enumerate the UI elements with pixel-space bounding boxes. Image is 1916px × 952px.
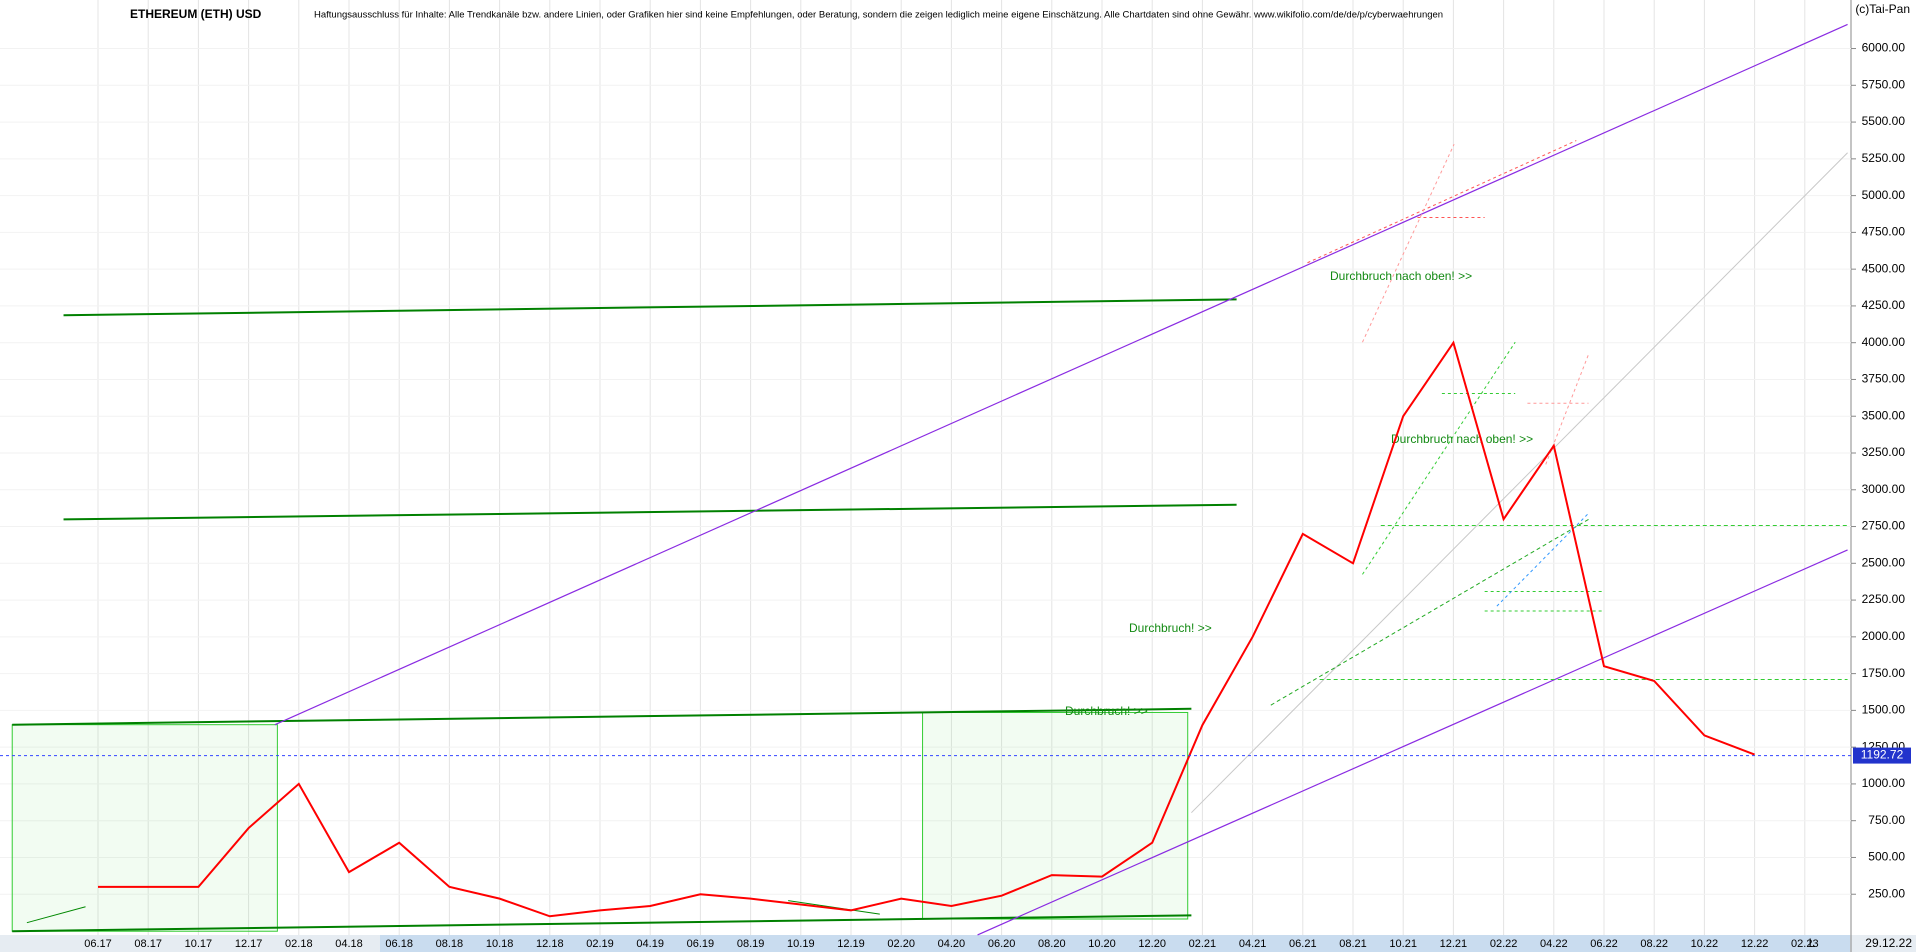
last-price-box	[1853, 747, 1911, 764]
x-tick-label: 08.22	[1640, 938, 1668, 950]
x-tick-label: 08.21	[1339, 938, 1367, 950]
x-tick-label: 08.19	[737, 938, 765, 950]
trend-line	[12, 914, 1192, 933]
trend-line	[63, 503, 1237, 521]
x-tick-label: 06.22	[1590, 938, 1618, 950]
x-tick-label: 12.18	[536, 938, 564, 950]
y-tick-label: 750.00	[1868, 813, 1905, 827]
last-price-label: 1192.72	[1861, 748, 1904, 762]
y-tick-label: 2000.00	[1862, 629, 1906, 643]
annotation: Durchbruch nach oben! >>	[1391, 432, 1533, 446]
date-label: 29.12.22	[1865, 936, 1912, 950]
x-tick-label: 06.19	[687, 938, 715, 950]
trend-line	[788, 900, 880, 915]
y-tick-label: 5500.00	[1862, 114, 1906, 128]
y-tick-label: 4250.00	[1862, 298, 1906, 312]
copyright: (c)Tai-Pan	[1855, 2, 1910, 16]
y-tick-label: 4500.00	[1862, 261, 1906, 275]
x-tick-label: 02.18	[285, 938, 313, 950]
y-tick-label: 3000.00	[1862, 482, 1906, 496]
support-line	[1270, 518, 1589, 706]
annotation: Durchbruch nach oben! >>	[1330, 269, 1472, 283]
y-tick-label: 250.00	[1868, 886, 1905, 900]
y-tick-label: 2250.00	[1862, 592, 1906, 606]
resistance-line	[1307, 140, 1577, 264]
y-tick-label: 5250.00	[1862, 151, 1906, 165]
y-tick-label: 1750.00	[1862, 666, 1906, 680]
x-tick-label: 02.20	[887, 938, 915, 950]
x-tick-label: 12.22	[1741, 938, 1769, 950]
x-axis-band-highlight	[380, 935, 1850, 952]
x-tick-label: 10.20	[1088, 938, 1116, 950]
y-tick-label: 1000.00	[1862, 776, 1906, 790]
x-tick-label: 02.22	[1490, 938, 1518, 950]
y-tick-label: 4000.00	[1862, 335, 1906, 349]
trend-line	[12, 707, 1192, 726]
x-tick-label: 12.17	[235, 938, 263, 950]
x-tick-label: 12.20	[1138, 938, 1166, 950]
x-tick-label: 10.19	[787, 938, 815, 950]
trend-line	[1191, 152, 1848, 814]
x-tick-label: 04.21	[1239, 938, 1267, 950]
x-tick-label: 06.17	[84, 938, 112, 950]
x-tick-label: 04.19	[636, 938, 664, 950]
x-tick-label: 04.18	[335, 938, 363, 950]
y-tick-label: 2500.00	[1862, 555, 1906, 569]
x-tick-label: 02.23	[1791, 938, 1819, 950]
box	[11, 724, 278, 932]
x-tick-label: 06.20	[988, 938, 1016, 950]
x-tick-label: 06.21	[1289, 938, 1317, 950]
x-tick-label: 06.18	[385, 938, 413, 950]
x-tick-label: 02.19	[586, 938, 614, 950]
y-tick-label: 1500.00	[1862, 703, 1906, 717]
x-tick-label: 12.21	[1440, 938, 1468, 950]
x-tick-label: 10.17	[185, 938, 213, 950]
price-line	[98, 340, 1755, 918]
x-tick-label: 12.19	[837, 938, 865, 950]
support-line	[1362, 341, 1516, 575]
x-tick-label: 08.17	[134, 938, 162, 950]
y-tick-label: 6000.00	[1862, 41, 1906, 55]
x-tick-label: 04.20	[938, 938, 966, 950]
y-tick-label: 3250.00	[1862, 445, 1906, 459]
resistance-line	[1362, 143, 1455, 343]
y-tick-label: 5750.00	[1862, 77, 1906, 91]
y-tick-label: 3500.00	[1862, 408, 1906, 422]
annotation: Durchbruch! >>	[1065, 704, 1148, 718]
x-tick-label: 02.21	[1189, 938, 1217, 950]
y-tick-label: 500.00	[1868, 850, 1905, 864]
x-tick-label: 10.22	[1691, 938, 1719, 950]
x-tick-label: 04.22	[1540, 938, 1568, 950]
annotation: Durchbruch! >>	[1129, 621, 1212, 635]
chart-title: ETHEREUM (ETH) USD	[130, 7, 262, 21]
x-tick-label: 08.18	[436, 938, 464, 950]
y-tick-label: 3750.00	[1862, 372, 1906, 386]
y-tick-label: 5000.00	[1862, 188, 1906, 202]
box	[922, 711, 1189, 920]
x-tick-label: 08.20	[1038, 938, 1066, 950]
trend-lines	[0, 0, 1851, 936]
trend-line	[26, 906, 86, 924]
x-tick-label: 10.18	[486, 938, 514, 950]
scale-mode: L	[1809, 936, 1816, 950]
y-tick-label: 4750.00	[1862, 225, 1906, 239]
trend-line	[977, 549, 1848, 936]
disclaimer: Haftungsausschluss für Inhalte: Alle Tre…	[314, 10, 1443, 21]
x-tick-label: 10.21	[1389, 938, 1417, 950]
trend-line	[274, 23, 1848, 726]
y-tick-label: 2750.00	[1862, 519, 1906, 533]
trend-line	[63, 298, 1237, 317]
